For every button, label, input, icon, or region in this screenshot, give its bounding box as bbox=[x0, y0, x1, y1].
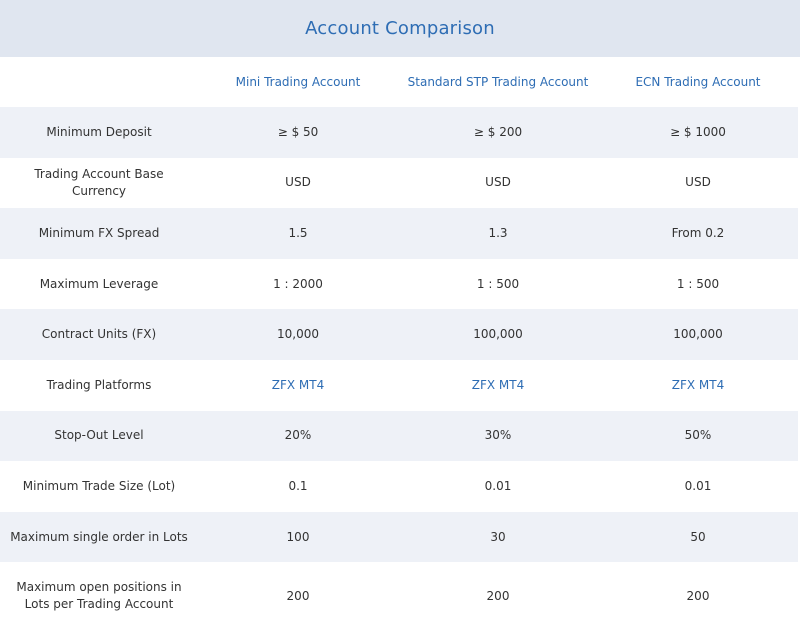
cell-value: ≥ $ 200 bbox=[398, 107, 598, 158]
cell-value: 30 bbox=[398, 511, 598, 563]
cell-value: USD bbox=[485, 175, 511, 190]
row-label: Trading Platforms bbox=[46, 377, 152, 392]
cell-value: 1.5 bbox=[198, 208, 398, 259]
row-label: Maximum open positions in Lots per Tradi… bbox=[16, 580, 182, 612]
cell-value: 1 : 500 bbox=[476, 276, 520, 291]
row-label: Maximum Leverage bbox=[39, 276, 159, 291]
title-bar: Account Comparison bbox=[0, 0, 800, 57]
page-title: Account Comparison bbox=[305, 18, 495, 39]
table-row: Trading Platforms ZFX MT4 ZFX MT4 ZFX MT… bbox=[0, 360, 798, 411]
column-header-empty bbox=[0, 57, 198, 107]
cell-value: 100,000 bbox=[598, 309, 798, 360]
cell-value: ≥ $ 50 bbox=[198, 107, 398, 158]
row-label: Minimum FX Spread bbox=[0, 208, 198, 259]
column-header-ecn: ECN Trading Account bbox=[635, 74, 761, 89]
table-row: Maximum single order in Lots 100 30 50 bbox=[0, 511, 798, 563]
cell-value: ≥ $ 1000 bbox=[598, 107, 798, 158]
cell-value: 100 bbox=[198, 511, 398, 563]
row-label: Contract Units (FX) bbox=[0, 309, 198, 360]
cell-value: 0.1 bbox=[288, 478, 308, 493]
cell-value: 0.01 bbox=[484, 478, 512, 493]
cell-value: 10,000 bbox=[198, 309, 398, 360]
platform-link-ecn[interactable]: ZFX MT4 bbox=[671, 377, 725, 392]
row-label: Minimum Trade Size (Lot) bbox=[22, 478, 176, 493]
table-row: Trading Account Base Currency USD USD US… bbox=[0, 158, 798, 209]
cell-value: 100,000 bbox=[398, 309, 598, 360]
row-label: Maximum single order in Lots bbox=[0, 511, 198, 563]
cell-value: 1.3 bbox=[398, 208, 598, 259]
cell-value: 200 bbox=[486, 588, 510, 603]
cell-value: 20% bbox=[198, 410, 398, 462]
comparison-table: Mini Trading Account Standard STP Tradin… bbox=[0, 57, 798, 630]
table-row: Stop-Out Level 20% 30% 50% bbox=[0, 410, 798, 462]
cell-value: From 0.2 bbox=[598, 208, 798, 259]
cell-value: 0.01 bbox=[684, 478, 712, 493]
cell-value: USD bbox=[285, 175, 311, 190]
table-row: Contract Units (FX) 10,000 100,000 100,0… bbox=[0, 309, 798, 360]
platform-link-standard-stp[interactable]: ZFX MT4 bbox=[471, 377, 525, 392]
cell-value: 200 bbox=[286, 588, 310, 603]
header-row: Mini Trading Account Standard STP Tradin… bbox=[0, 57, 798, 107]
cell-value: USD bbox=[685, 175, 711, 190]
column-header-mini: Mini Trading Account bbox=[235, 74, 361, 89]
column-header-standard-stp: Standard STP Trading Account bbox=[407, 74, 589, 89]
table-row: Maximum Leverage 1 : 2000 1 : 500 1 : 50… bbox=[0, 259, 798, 310]
cell-value: 50 bbox=[598, 511, 798, 563]
cell-value: 1 : 500 bbox=[676, 276, 720, 291]
row-label: Trading Account Base Currency bbox=[34, 166, 164, 198]
row-label: Minimum Deposit bbox=[0, 107, 198, 158]
table-row: Maximum open positions in Lots per Tradi… bbox=[0, 562, 798, 630]
cell-value: 50% bbox=[598, 410, 798, 462]
cell-value: 1 : 2000 bbox=[273, 276, 323, 291]
table-row: Minimum Trade Size (Lot) 0.1 0.01 0.01 bbox=[0, 461, 798, 512]
cell-value: 200 bbox=[686, 588, 710, 603]
row-label: Stop-Out Level bbox=[0, 410, 198, 462]
table-row: Minimum FX Spread 1.5 1.3 From 0.2 bbox=[0, 208, 798, 259]
cell-value: 30% bbox=[398, 410, 598, 462]
table-row: Minimum Deposit ≥ $ 50 ≥ $ 200 ≥ $ 1000 bbox=[0, 107, 798, 158]
platform-link-mini[interactable]: ZFX MT4 bbox=[271, 377, 325, 392]
